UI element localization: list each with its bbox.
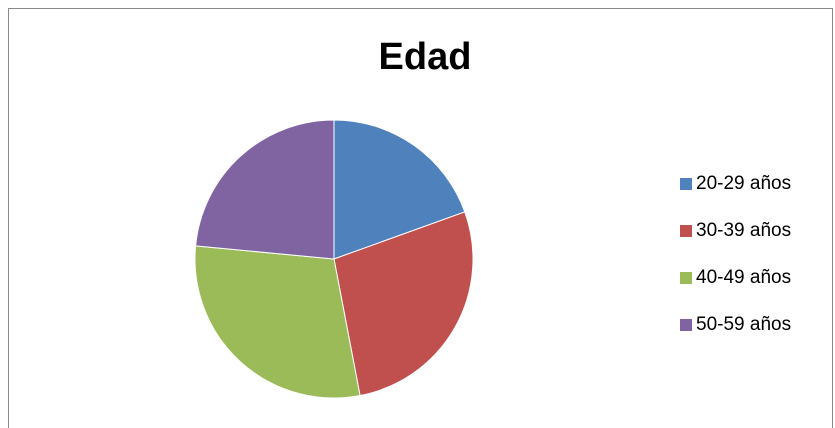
pie-slice-0 xyxy=(333,119,466,260)
pie-slices xyxy=(194,119,474,399)
legend-label: 50-59 años xyxy=(696,314,792,335)
pie-slice-3 xyxy=(195,119,335,260)
legend: 20-29 años 30-39 años 40-49 años 50-59 a… xyxy=(680,172,830,360)
chart-title: Edad xyxy=(378,36,472,78)
legend-item-3: 50-59 años xyxy=(680,313,830,337)
legend-swatch xyxy=(680,272,692,284)
pie-slice-2 xyxy=(194,245,361,399)
legend-swatch xyxy=(680,319,692,331)
legend-label: 30-39 años xyxy=(696,220,792,241)
legend-swatch xyxy=(680,225,692,237)
legend-item-1: 30-39 años xyxy=(680,219,830,243)
legend-label: 40-49 años xyxy=(696,267,792,288)
legend-swatch xyxy=(680,178,692,190)
pie-slice-1 xyxy=(333,211,474,397)
legend-item-0: 20-29 años xyxy=(680,172,830,196)
legend-label: 20-29 años xyxy=(696,173,792,194)
legend-item-2: 40-49 años xyxy=(680,266,830,290)
